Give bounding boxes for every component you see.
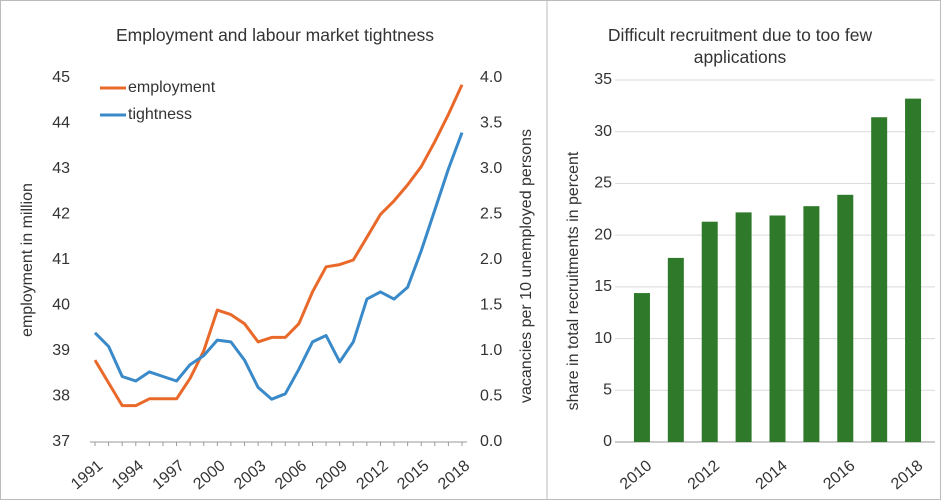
bar	[735, 212, 752, 442]
y-tick-label: 10	[594, 330, 612, 347]
legend-label: employment	[128, 79, 216, 96]
bar	[905, 98, 922, 443]
y-tick-label: 43	[52, 160, 70, 177]
y-tick-label: 0	[603, 433, 612, 450]
x-tick-label: 2018	[888, 457, 926, 493]
y-tick-label: 15	[594, 278, 612, 295]
bar	[769, 215, 786, 442]
chart-title: Difficult recruitment due to too few app…	[607, 25, 873, 67]
legend-label: tightness	[128, 106, 192, 123]
x-tick-label: 2018	[435, 457, 473, 493]
bar	[667, 257, 684, 442]
y-tick-label: 5	[603, 382, 612, 399]
y-axis-label: share in total recruitments in percent	[565, 151, 582, 410]
y-tick-label: 39	[52, 342, 70, 359]
x-tick-label: 1991	[68, 457, 106, 493]
y-tick-label: 4.0	[480, 69, 502, 86]
y-tick-label: 1.5	[480, 297, 502, 314]
line-series	[93, 132, 464, 401]
x-tick-label: 2003	[231, 457, 269, 493]
x-tick-label: 2000	[190, 457, 228, 493]
y-tick-label: 37	[52, 433, 70, 450]
x-tick-label: 2016	[820, 457, 858, 493]
y-tick-label: 25	[594, 175, 612, 192]
y-tick-label: 40	[52, 297, 70, 314]
x-tick-label: 1994	[109, 457, 147, 493]
x-tick-label: 2006	[272, 457, 310, 493]
y-axis-label: employment in million	[19, 183, 36, 337]
y-tick-label: 3.0	[480, 160, 502, 177]
bar	[633, 293, 650, 442]
bar	[837, 194, 854, 442]
y-tick-label: 0.0	[480, 433, 502, 450]
y-tick-label: 2.5	[480, 206, 502, 223]
x-tick-label: 1997	[150, 457, 188, 493]
bar	[701, 221, 718, 442]
y-tick-label: 38	[52, 388, 70, 405]
y-tick-label: 20	[594, 226, 612, 243]
x-tick-label: 2009	[313, 457, 351, 493]
y-tick-label: 0.5	[480, 388, 502, 405]
y-tick-label: 45	[52, 69, 70, 86]
x-tick-label: 2010	[617, 457, 655, 493]
y-tick-label: 42	[52, 206, 70, 223]
x-tick-label: 2014	[753, 457, 791, 493]
y2-axis-label: vacancies per 10 unemployed persons	[518, 129, 535, 403]
y-tick-label: 3.5	[480, 115, 502, 132]
line-series	[93, 84, 464, 408]
y-tick-label: 35	[594, 71, 612, 88]
x-tick-label: 2015	[394, 457, 432, 493]
y-tick-label: 44	[52, 115, 70, 132]
bar	[871, 117, 888, 442]
chart-title: Employment and labour market tightness	[115, 25, 435, 45]
y-tick-label: 41	[52, 251, 70, 268]
bar	[803, 206, 820, 442]
y-tick-label: 2.0	[480, 251, 502, 268]
x-tick-label: 2012	[354, 457, 392, 493]
y-tick-label: 30	[594, 123, 612, 140]
x-tick-label: 2012	[685, 457, 723, 493]
y-tick-label: 1.0	[480, 342, 502, 359]
